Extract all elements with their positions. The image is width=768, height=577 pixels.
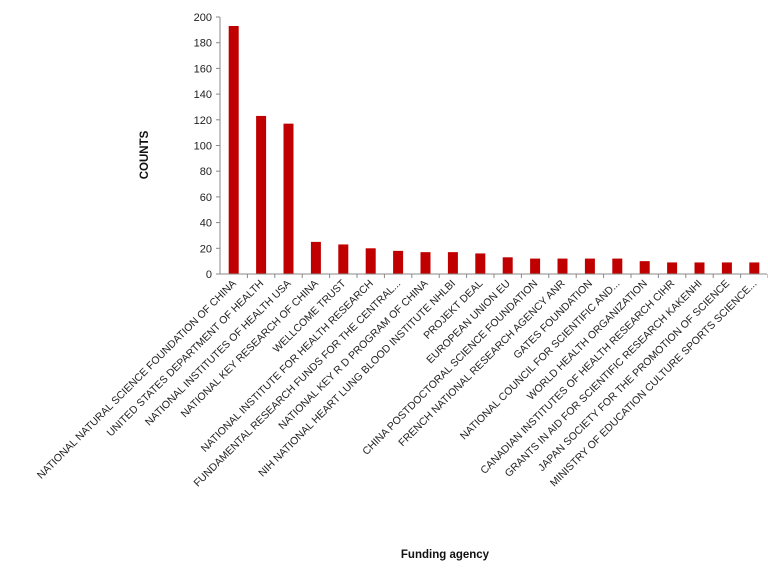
bar — [310, 241, 321, 274]
bar — [557, 258, 568, 274]
bar — [393, 250, 404, 274]
y-tick-label: 60 — [200, 192, 212, 204]
y-axis: 0 20 40 60 80 100 120 140 160 180 200 — [194, 12, 221, 281]
y-tick-label: 80 — [200, 166, 212, 178]
y-tick-label: 120 — [194, 115, 212, 127]
y-tick-label: 100 — [194, 141, 212, 153]
bar — [694, 262, 705, 274]
bar — [502, 257, 513, 274]
bars — [228, 25, 760, 275]
bar — [447, 252, 458, 274]
y-tick-label: 160 — [194, 63, 212, 75]
bar — [667, 262, 678, 274]
bar — [475, 253, 486, 274]
bar — [283, 123, 294, 274]
x-axis — [220, 273, 768, 278]
y-tick-label: 200 — [194, 12, 212, 24]
bar — [338, 244, 349, 274]
category-labels: NATIONAL NATURAL SCIENCE FOUNDATION OF C… — [35, 277, 759, 489]
bar — [530, 258, 541, 274]
bar — [749, 262, 760, 274]
y-tick-label: 0 — [206, 269, 212, 281]
bar — [721, 262, 732, 274]
bar — [612, 258, 623, 274]
y-tick-label: 20 — [200, 243, 212, 255]
x-axis-title: Funding agency — [401, 549, 490, 561]
bar — [256, 115, 267, 274]
bar — [365, 248, 376, 274]
y-tick-label: 180 — [194, 38, 212, 50]
bar — [639, 261, 650, 274]
bar — [584, 258, 595, 274]
y-tick-label: 40 — [200, 218, 212, 230]
y-axis-title: COUNTS — [139, 130, 151, 179]
bar — [420, 252, 431, 274]
bar — [228, 25, 239, 275]
y-tick-label: 140 — [194, 89, 212, 101]
